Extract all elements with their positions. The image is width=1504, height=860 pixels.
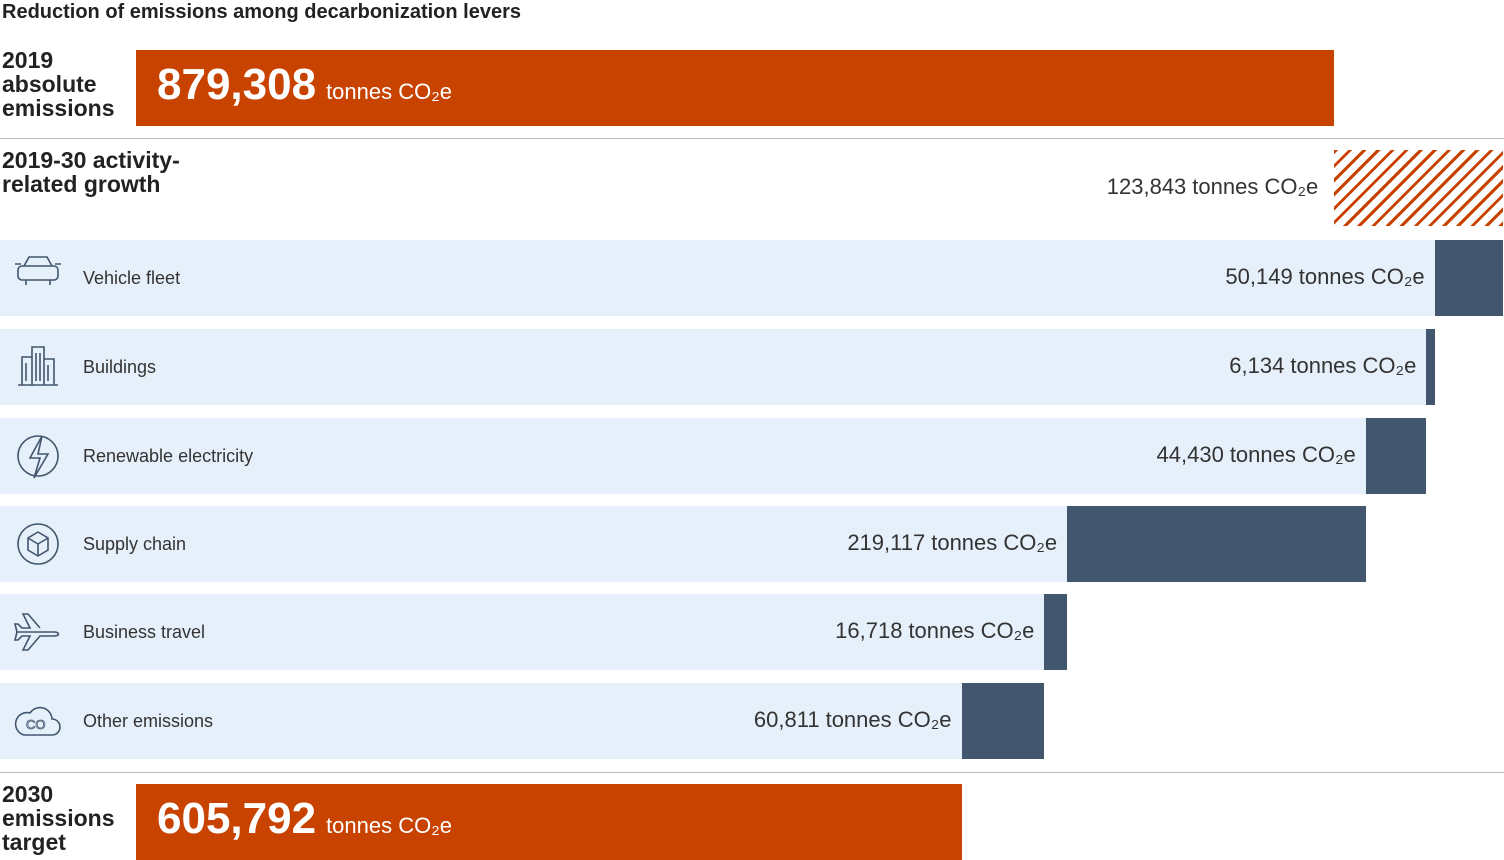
category-label: Renewable electricity (83, 446, 254, 466)
separator (0, 138, 1504, 139)
row-background (0, 594, 1045, 670)
value-label-group: 605,792 tonnes CO₂e (157, 794, 452, 844)
separator (0, 772, 1504, 773)
chart-title: Reduction of emissions among decarboniza… (2, 1, 521, 23)
icon (8, 518, 68, 570)
category-label: 2019-30 activity-related growth (2, 147, 180, 197)
icon (8, 252, 68, 304)
bar (1334, 150, 1503, 226)
unit-label: tonnes CO₂e (931, 530, 1058, 555)
value-label: 605,792 (157, 794, 317, 843)
row-background (0, 329, 1427, 405)
category-label: Other emissions (83, 711, 214, 731)
value-label-group: 219,117 tonnes CO₂e (847, 530, 1057, 556)
value-label: 60,811 (753, 707, 820, 732)
svg-text:CO: CO (26, 717, 46, 732)
unit-label: tonnes CO₂e (1229, 442, 1356, 467)
category-label: Business travel (83, 622, 206, 642)
value-label: 219,117 (847, 530, 926, 555)
value-label: 6,134 (1229, 353, 1285, 378)
unit-label: tonnes CO₂e (1298, 264, 1425, 289)
bar (961, 683, 1045, 759)
row-background (0, 418, 1366, 494)
unit-label: tonnes CO₂e (326, 79, 453, 104)
category-label: Buildings (83, 357, 157, 377)
icon (8, 341, 68, 393)
row-background (0, 683, 962, 759)
icon: CO (8, 695, 68, 747)
category-label: 2030 emissions target (2, 781, 115, 855)
unit-label: tonnes CO₂e (908, 618, 1035, 643)
value-label: 44,430 (1156, 442, 1224, 467)
unit-label: tonnes CO₂e (1192, 174, 1319, 199)
value-label: 879,308 (157, 60, 317, 109)
bar (136, 50, 1335, 126)
bar (1426, 329, 1435, 405)
icon (8, 430, 68, 482)
value-label-group: 44,430 tonnes CO₂e (1157, 442, 1356, 468)
unit-label: tonnes CO₂e (1290, 353, 1417, 378)
category-label: Vehicle fleet (83, 268, 181, 288)
value-label-group: 16,718 tonnes CO₂e (835, 618, 1034, 644)
category-label: 2019 absolute emissions (2, 47, 115, 121)
value-label-group: 6,134 tonnes CO₂e (1229, 353, 1416, 379)
value-label-group: 50,149 tonnes CO₂e (1225, 264, 1424, 290)
bar (1067, 506, 1366, 582)
row-background (0, 240, 1435, 316)
icon (8, 606, 68, 658)
value-label-group: 123,843 tonnes CO₂e (1107, 174, 1318, 200)
bar (1044, 594, 1068, 670)
bar (1365, 418, 1427, 494)
bar (1434, 240, 1503, 316)
category-label: Supply chain (83, 534, 187, 554)
bar (136, 784, 962, 860)
value-label-group: 60,811 tonnes CO₂e (754, 707, 952, 733)
value-label: 16,718 (835, 618, 903, 643)
row-background (0, 506, 1068, 582)
value-label: 123,843 (1106, 174, 1187, 199)
unit-label: tonnes CO₂e (825, 707, 952, 732)
unit-label: tonnes CO₂e (326, 813, 453, 838)
value-label-group: 879,308 tonnes CO₂e (157, 60, 452, 110)
value-label: 50,149 (1225, 264, 1293, 289)
